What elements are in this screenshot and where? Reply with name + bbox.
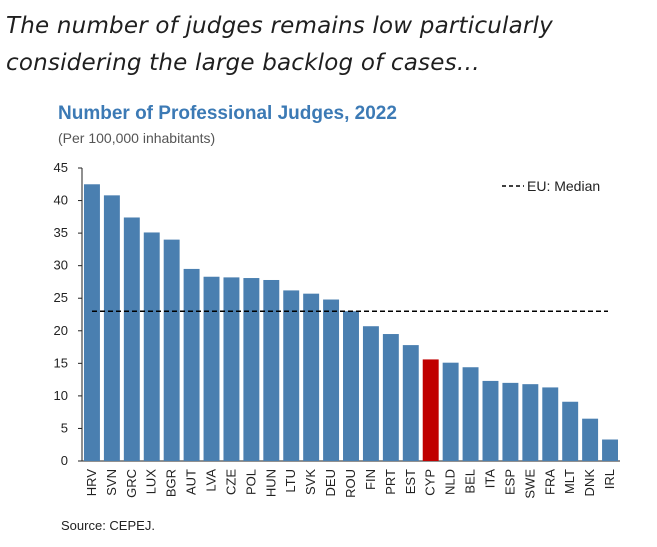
x-tick-label: HUN: [263, 469, 278, 497]
bar-hun: [263, 279, 280, 461]
y-tick-label: 30: [54, 258, 68, 273]
y-tick-label: 5: [61, 420, 68, 435]
x-tick-label: IRL: [602, 469, 617, 489]
bar-svk: [303, 293, 320, 461]
bar-cze: [223, 277, 240, 461]
bar-ltu: [283, 290, 300, 461]
bar-prt: [382, 334, 399, 461]
x-tick-label: HRV: [84, 469, 99, 497]
y-tick-label: 0: [61, 453, 68, 468]
x-tick-label: BGR: [164, 469, 179, 497]
bar-lva: [203, 276, 220, 461]
y-tick-label: 25: [54, 290, 68, 305]
y-tick-label: 20: [54, 323, 68, 338]
y-tick-label: 15: [54, 355, 68, 370]
x-tick-label: CZE: [223, 469, 238, 495]
y-tick-label: 40: [54, 193, 68, 208]
x-tick-label: NLD: [443, 469, 458, 495]
bar-rou: [343, 311, 359, 461]
bar-fin: [362, 326, 379, 461]
bar-lux: [143, 232, 160, 461]
bar-mlt: [562, 401, 579, 461]
x-tick-label: ROU: [343, 469, 358, 498]
bar-swe: [522, 384, 539, 461]
x-tick-label: EST: [403, 469, 418, 494]
bar-pol: [243, 278, 260, 461]
x-tick-label: SVK: [303, 469, 318, 495]
x-tick-label: MLT: [562, 469, 577, 494]
x-tick-label: GRC: [124, 469, 139, 498]
x-tick-label: SWE: [522, 469, 537, 499]
legend-median-label: EU: Median: [527, 178, 600, 194]
bar-est: [402, 345, 419, 461]
bar-deu: [323, 299, 340, 461]
x-tick-label: BEL: [463, 469, 478, 494]
x-tick-label: LTU: [283, 469, 298, 493]
bar-hrv: [83, 184, 100, 461]
x-tick-label: DNK: [582, 469, 597, 497]
headline-line-2: considering the large backlog of cases…: [6, 50, 480, 76]
x-tick-label: CYP: [423, 469, 438, 496]
bar-cyp: [422, 359, 439, 461]
bar-aut: [183, 268, 200, 461]
bar-esp: [502, 382, 519, 461]
x-tick-label: FIN: [363, 469, 378, 490]
y-tick-label: 45: [54, 160, 68, 175]
bar-fra: [542, 387, 559, 461]
bar-svn: [103, 195, 120, 461]
bar-irl: [602, 439, 619, 461]
x-tick-label: DEU: [323, 469, 338, 496]
y-tick-label: 35: [54, 225, 68, 240]
x-tick-label: ESP: [502, 469, 517, 495]
bar-bgr: [163, 239, 180, 461]
x-tick-label: AUT: [184, 469, 199, 495]
y-tick-label: 10: [54, 388, 68, 403]
x-tick-label: POL: [243, 469, 258, 495]
x-tick-label: SVN: [104, 469, 119, 496]
bar-bel: [462, 367, 479, 461]
bar-dnk: [582, 418, 599, 461]
bar-grc: [123, 217, 140, 461]
headline-line-1: The number of judges remains low particu…: [6, 13, 553, 39]
bar-nld: [442, 362, 459, 461]
x-tick-label: ITA: [482, 469, 497, 489]
bar-ita: [482, 380, 499, 461]
x-tick-label: FRA: [542, 469, 557, 495]
x-tick-label: LVA: [204, 469, 219, 492]
chart-subtitle: (Per 100,000 inhabitants): [58, 130, 216, 146]
source-note: Source: CEPEJ.: [61, 518, 155, 533]
x-tick-label: LUX: [144, 469, 159, 495]
x-tick-label: PRT: [383, 469, 398, 495]
headline: The number of judges remains low particu…: [6, 8, 646, 82]
chart-title: Number of Professional Judges, 2022: [58, 103, 397, 124]
